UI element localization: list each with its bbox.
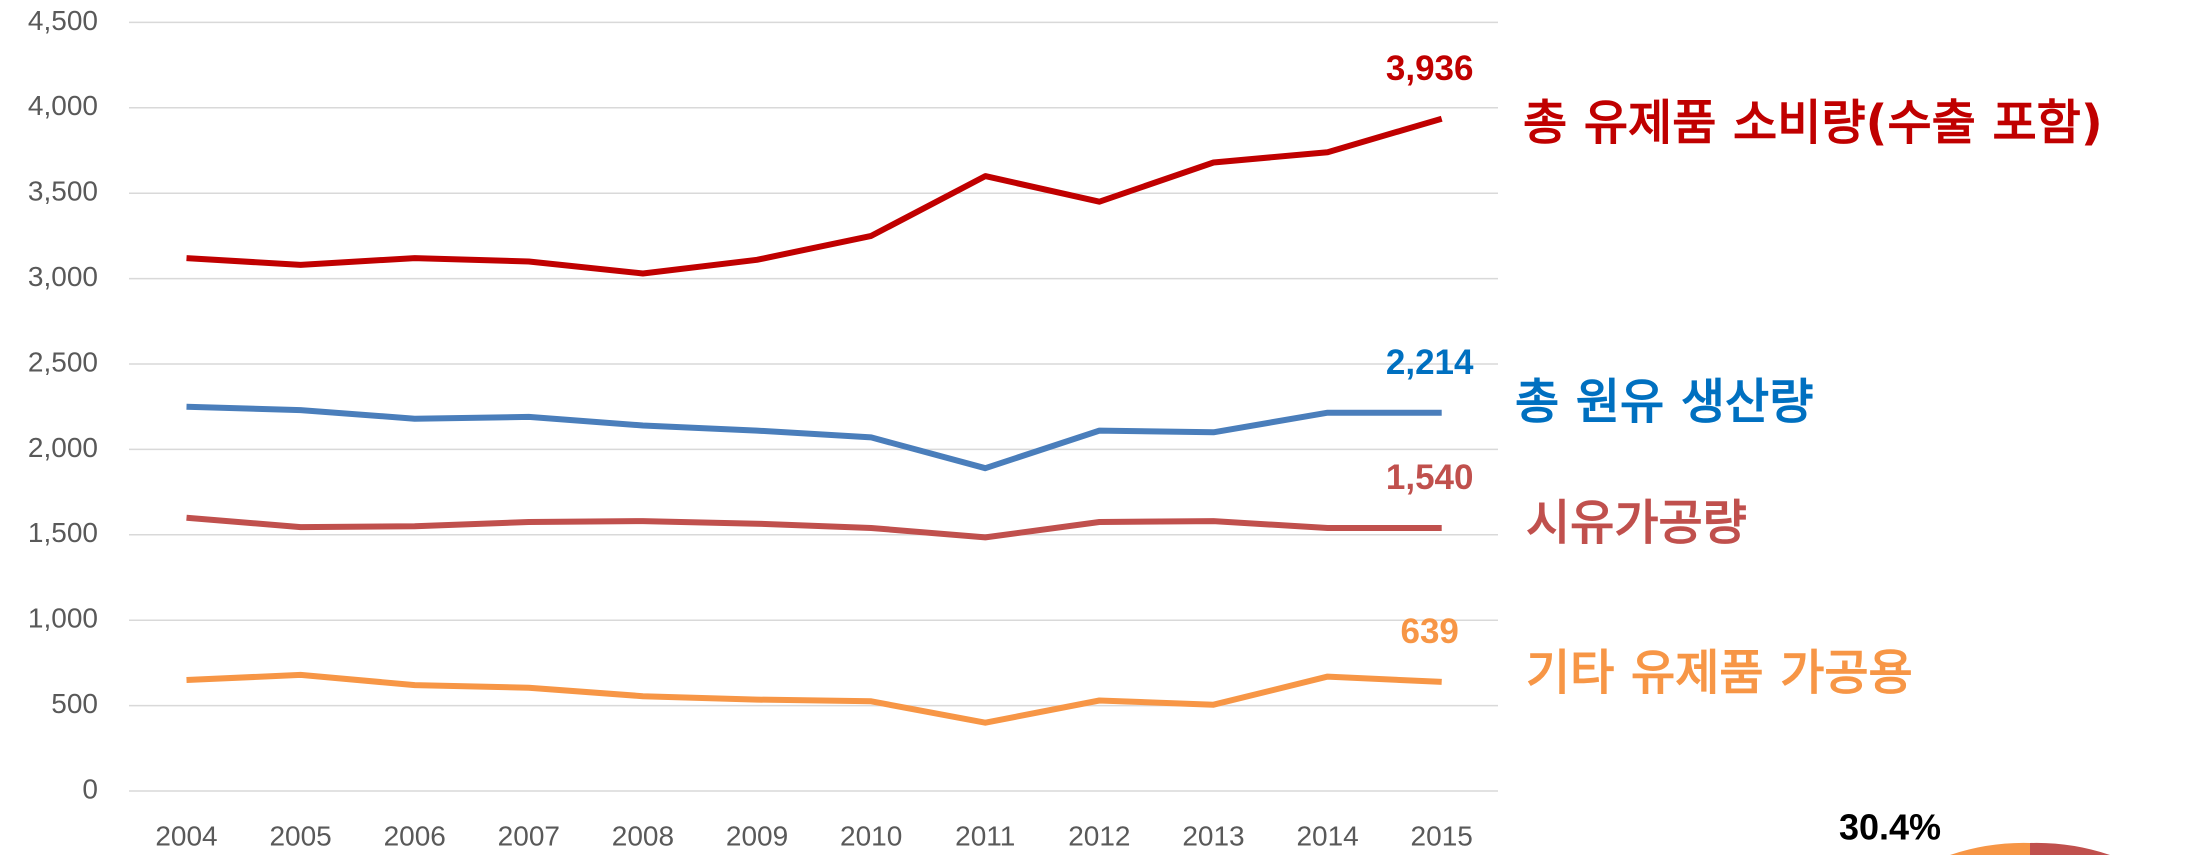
- series-name: 총 유제품 소비량(수출 포함): [1523, 95, 2103, 151]
- series-name: 기타 유제품 가공용: [1526, 645, 1913, 701]
- y-tick-label: 1,000: [28, 603, 98, 634]
- x-tick-label: 2010: [840, 820, 902, 851]
- y-tick-label: 0: [82, 773, 98, 804]
- pie-fragment: [1950, 842, 2030, 855]
- data-label: 1,540: [1386, 458, 1474, 497]
- data-label: 3,936: [1386, 49, 1474, 88]
- series-line: [186, 115, 1443, 277]
- data-label: 2,214: [1386, 343, 1474, 382]
- x-tick-label: 2007: [498, 820, 560, 851]
- annotation: 30.4%: [1839, 807, 1941, 848]
- series-line: [186, 514, 1442, 541]
- y-tick-label: 3,500: [28, 176, 98, 207]
- x-tick-label: 2011: [955, 820, 1015, 851]
- series-line: [186, 671, 1442, 726]
- x-tick-label: 2006: [384, 820, 446, 851]
- x-tick-label: 2013: [1182, 820, 1244, 851]
- x-tick-label: 2015: [1411, 820, 1473, 851]
- pie-fragment: [2030, 842, 2110, 855]
- y-tick-label: 2,500: [28, 346, 98, 377]
- y-tick-label: 1,500: [28, 517, 98, 548]
- y-tick-label: 500: [51, 688, 98, 719]
- x-tick-label: 2009: [726, 820, 788, 851]
- y-tick-label: 4,000: [28, 90, 98, 121]
- x-tick-label: 2004: [155, 820, 217, 851]
- x-tick-label: 2012: [1068, 820, 1130, 851]
- series-name: 시유가공량: [1526, 495, 1747, 551]
- y-tick-label: 2,000: [28, 432, 98, 463]
- x-tick-label: 2005: [269, 820, 331, 851]
- x-tick-label: 2014: [1296, 820, 1358, 851]
- y-tick-label: 3,000: [28, 261, 98, 292]
- series-name: 총 원유 생산량: [1515, 374, 1813, 430]
- series-line: [186, 403, 1442, 472]
- x-tick-label: 2008: [612, 820, 674, 851]
- y-tick-label: 4,500: [28, 5, 98, 36]
- data-label: 639: [1400, 612, 1458, 651]
